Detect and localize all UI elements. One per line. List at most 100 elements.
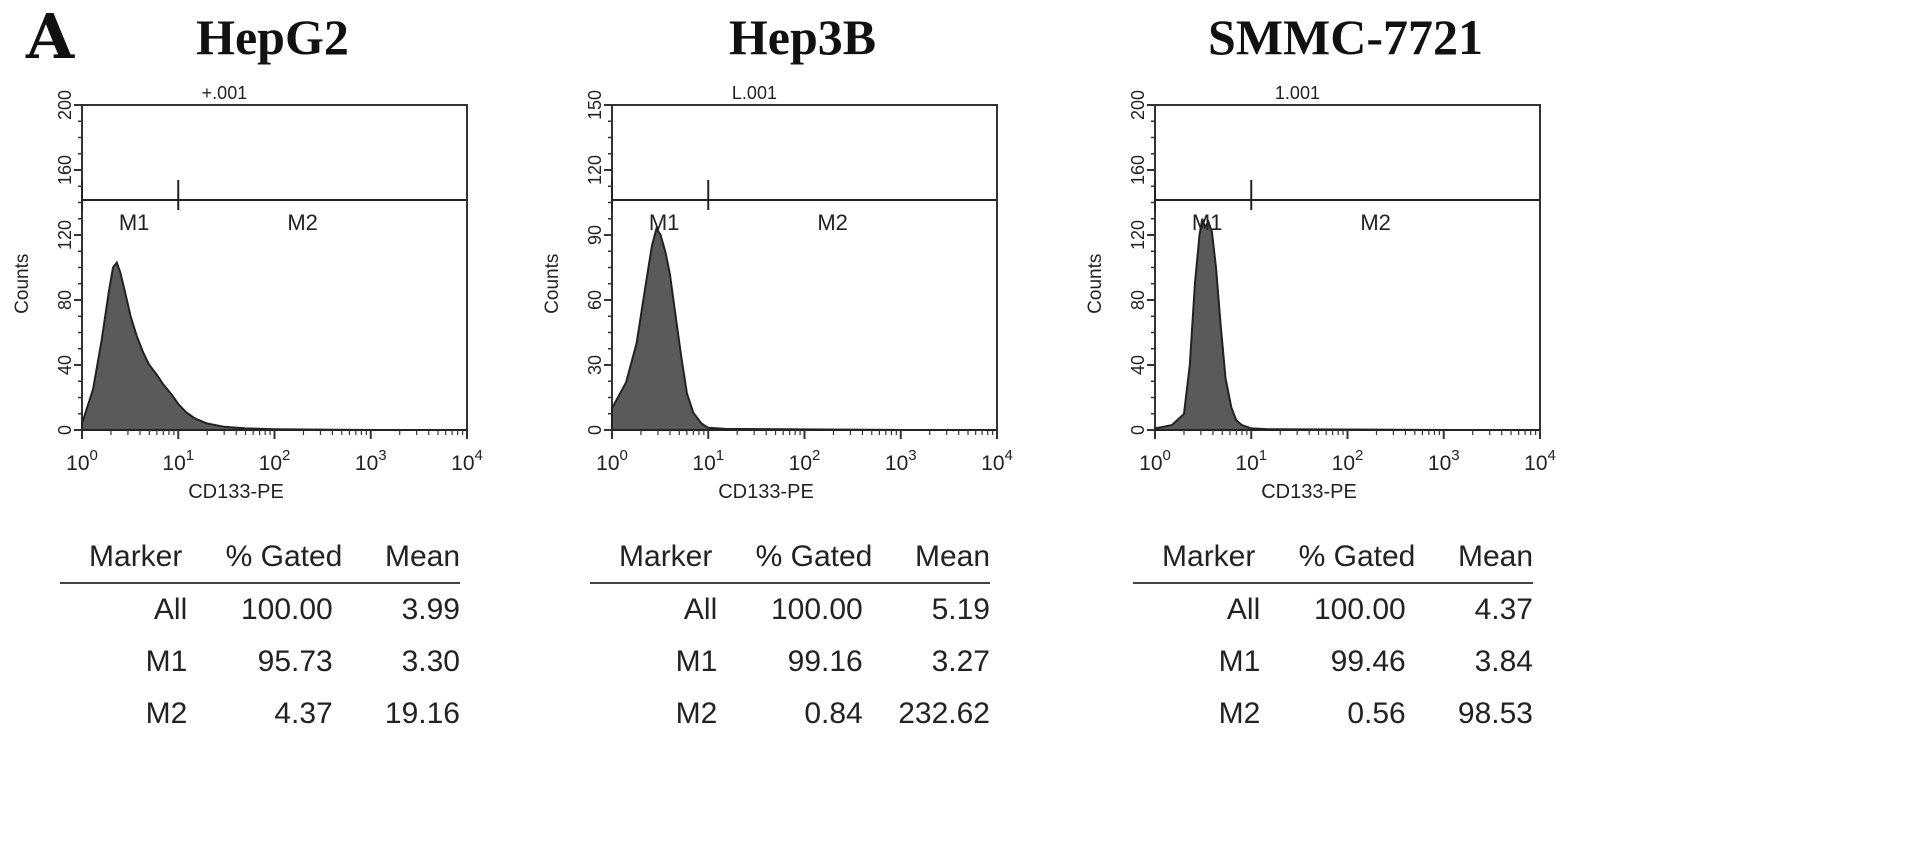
y-tick-label: 40 <box>1128 355 1148 375</box>
y-axis-label: Counts <box>542 254 563 314</box>
histogram-area <box>611 226 997 431</box>
histogram-chart: L.001 M1 M2 0 30 60 90 120 150 Counts 100 101 102 103… <box>542 83 1013 503</box>
stats-cell: 98.53 <box>1457 697 1533 730</box>
stats-header-cell: Marker <box>89 540 183 573</box>
x-tick-label: 103 <box>355 447 387 475</box>
marker-label-m1: M1 <box>119 210 150 235</box>
marker-label-m2: M2 <box>287 210 318 235</box>
histogram-panel: HepG2 +.001 M1 M2 0 40 80 120 160 200 Counts 100 101… <box>0 0 620 868</box>
stats-cell: M1 <box>675 645 718 678</box>
y-tick-label: 90 <box>585 225 605 245</box>
stats-cell: M2 <box>675 697 718 730</box>
stats-header: Marker % Gated Mean <box>590 530 990 584</box>
marker-label-m2: M2 <box>1360 210 1391 235</box>
stats-row: M2 0.56 98.53 <box>1133 688 1533 740</box>
x-tick-label: 103 <box>1428 447 1460 475</box>
y-axis-label: Counts <box>12 254 33 314</box>
y-tick-label: 0 <box>585 425 605 435</box>
stats-row: M1 95.73 3.30 <box>60 636 460 688</box>
stats-cell: M1 <box>1218 645 1261 678</box>
x-axis-label: CD133-PE <box>718 481 814 503</box>
stats-header-cell: % Gated <box>755 540 873 573</box>
x-axis-label: CD133-PE <box>188 481 284 503</box>
x-axis-label: CD133-PE <box>1261 481 1357 503</box>
stats-cell: 5.19 <box>931 593 990 626</box>
x-tick-label: 104 <box>1524 447 1556 475</box>
stats-cell: 3.30 <box>401 645 460 678</box>
y-tick-label: 30 <box>585 355 605 375</box>
stats-header-cell: Mean <box>914 540 990 573</box>
stats-header-cell: Marker <box>1162 540 1256 573</box>
stats-cell: M2 <box>145 697 188 730</box>
y-tick-label: 150 <box>585 90 605 120</box>
stats-header: Marker % Gated Mean <box>1133 530 1533 584</box>
marker-label-m1: M1 <box>1192 210 1223 235</box>
stats-table: Marker % Gated Mean All 100.00 4.37 M1 99.46 3.8… <box>1133 530 1533 740</box>
histogram-panel: SMMC-7721 1.001 M1 M2 0 40 80 120 160 200 Counts 10… <box>1073 0 1693 868</box>
stats-cell: 0.56 <box>1347 697 1406 730</box>
y-tick-label: 200 <box>1128 90 1148 120</box>
stats-cell: 99.16 <box>787 645 863 678</box>
stats-cell: 100.00 <box>770 593 863 626</box>
stats-cell: 3.27 <box>931 645 990 678</box>
y-tick-label: 160 <box>55 155 75 185</box>
x-tick-label: 104 <box>981 447 1013 475</box>
y-tick-label: 120 <box>1128 220 1148 250</box>
stats-row: M1 99.46 3.84 <box>1133 636 1533 688</box>
y-tick-label: 200 <box>55 90 75 120</box>
stats-cell: 232.62 <box>898 697 990 730</box>
x-tick-label: 102 <box>789 447 821 475</box>
y-tick-label: 80 <box>1128 290 1148 310</box>
stats-cell: All <box>153 593 188 626</box>
stats-cell: All <box>1226 593 1261 626</box>
stats-header: Marker % Gated Mean <box>60 530 460 584</box>
stats-cell: 100.00 <box>1313 593 1406 626</box>
stats-row: All 100.00 5.19 <box>590 584 990 636</box>
stats-row: M2 4.37 19.16 <box>60 688 460 740</box>
stats-table: Marker % Gated Mean All 100.00 3.99 M1 95.73 3.3… <box>60 530 460 740</box>
marker-label-m2: M2 <box>817 210 848 235</box>
panel-title: SMMC-7721 <box>1208 9 1483 65</box>
stats-header-cell: Mean <box>1457 540 1533 573</box>
x-tick-label: 101 <box>1235 447 1267 475</box>
stats-row: All 100.00 3.99 <box>60 584 460 636</box>
y-tick-label: 40 <box>55 355 75 375</box>
y-axis-label: Counts <box>1085 254 1106 314</box>
x-tick-label: 101 <box>692 447 724 475</box>
stats-table: Marker % Gated Mean All 100.00 5.19 M1 99.16 3.2… <box>590 530 990 740</box>
stats-row: M1 99.16 3.27 <box>590 636 990 688</box>
panel-title: HepG2 <box>196 9 349 65</box>
y-tick-label: 60 <box>585 290 605 310</box>
x-tick-label: 100 <box>66 447 98 475</box>
histogram-area <box>1154 218 1540 431</box>
plot-annotation: +.001 <box>202 83 248 103</box>
plot-annotation: L.001 <box>732 83 777 103</box>
stats-cell: M2 <box>1218 697 1261 730</box>
y-tick-label: 0 <box>55 425 75 435</box>
stats-cell: 3.84 <box>1474 645 1533 678</box>
stats-cell: 3.99 <box>401 593 460 626</box>
stats-header-cell: Mean <box>384 540 460 573</box>
y-tick-label: 0 <box>1128 425 1148 435</box>
stats-cell: M1 <box>145 645 188 678</box>
histogram-area <box>81 260 467 431</box>
stats-header-cell: % Gated <box>225 540 343 573</box>
y-tick-label: 160 <box>1128 155 1148 185</box>
panel-title: Hep3B <box>728 9 877 65</box>
x-tick-label: 102 <box>1332 447 1364 475</box>
y-tick-label: 120 <box>585 155 605 185</box>
x-tick-label: 104 <box>451 447 483 475</box>
histogram-panel: Hep3B L.001 M1 M2 0 30 60 90 120 150 Counts 100 101 1… <box>530 0 1150 868</box>
y-tick-label: 80 <box>55 290 75 310</box>
histogram-chart: +.001 M1 M2 0 40 80 120 160 200 Counts 100 101 102 10… <box>12 83 483 503</box>
x-tick-label: 103 <box>885 447 917 475</box>
x-tick-label: 100 <box>596 447 628 475</box>
stats-cell: 95.73 <box>257 645 333 678</box>
stats-header-cell: % Gated <box>1298 540 1416 573</box>
stats-cell: 100.00 <box>240 593 333 626</box>
stats-row: M2 0.84 232.62 <box>590 688 990 740</box>
x-tick-label: 102 <box>259 447 291 475</box>
x-tick-label: 101 <box>162 447 194 475</box>
stats-cell: 4.37 <box>1474 593 1533 626</box>
stats-cell: 19.16 <box>384 697 460 730</box>
